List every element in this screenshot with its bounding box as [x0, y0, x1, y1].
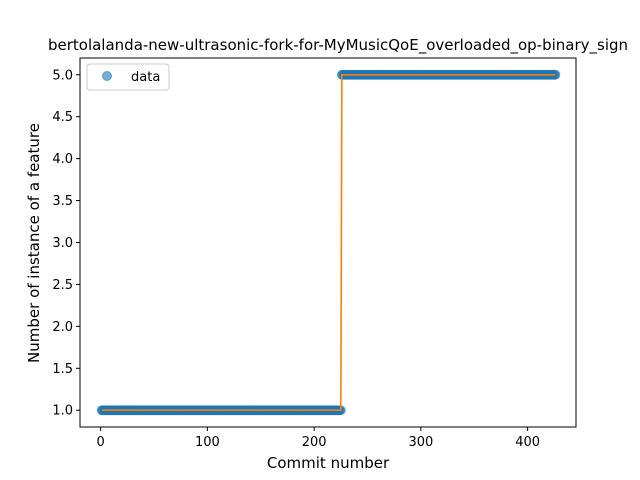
- y-tick-label: 1.5: [52, 362, 73, 377]
- legend-marker-data: [102, 71, 112, 81]
- x-tick-label: 0: [96, 435, 104, 450]
- axes-layer: 0 100 200 300 400 1.0 1.5 2.0 2.5 3.0 3.5 4.0 4.5 5.0: [52, 57, 577, 450]
- legend: data: [86, 63, 170, 91]
- plot-area: [80, 58, 576, 427]
- x-tick-label: 100: [195, 435, 220, 450]
- plot-background: [80, 58, 576, 427]
- x-tick-label: 200: [302, 435, 327, 450]
- y-tick-label: 5.0: [52, 68, 73, 83]
- legend-box: [86, 63, 170, 91]
- y-tick-label: 1.0: [52, 404, 73, 419]
- chart-title: bertolalanda-new-ultrasonic-fork-for-MyM…: [48, 36, 628, 55]
- x-tick-label: 400: [515, 435, 540, 450]
- x-tick-label: 300: [408, 435, 433, 450]
- series-line: [101, 73, 556, 412]
- y-tick-label: 2.5: [52, 278, 73, 293]
- y-tick-label: 4.5: [52, 110, 73, 125]
- y-tick-label: 4.0: [52, 152, 73, 167]
- x-axis-title: Commit number: [267, 454, 390, 472]
- legend-label-data: data: [131, 70, 160, 85]
- y-tick-label: 3.0: [52, 236, 73, 251]
- series-layer: [96, 69, 561, 416]
- y-tick-label: 2.0: [52, 320, 73, 335]
- y-axis-title: Number of instance of a feature: [25, 123, 43, 363]
- y-tick-label: 3.5: [52, 194, 73, 209]
